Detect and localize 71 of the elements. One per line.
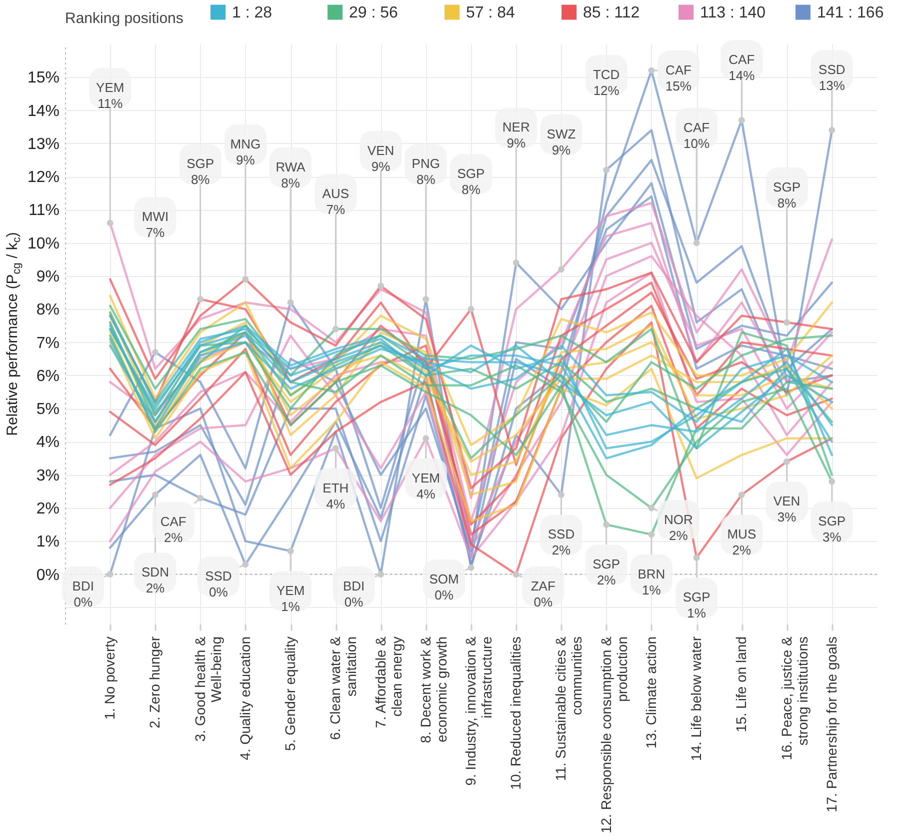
annotation: ZAF 0% [530,578,556,610]
y-tick-label: 9% [36,268,60,286]
x-tick-label: 14. Life below water [688,636,704,762]
annotation: YEM 11% [96,80,124,111]
annotation: SGP 8% [773,179,801,210]
annotation: SSD 2% [548,526,575,558]
annotation: SGP 1% [682,590,710,621]
y-tick-label: 15% [27,70,60,87]
annotation: SGP 2% [592,556,620,588]
legend-title: Ranking positions [65,10,184,27]
x-tick-label: 6. Clean water & sanitation [327,636,360,740]
y-tick-label: 8% [36,302,60,319]
y-tick-label: 5% [36,401,60,418]
x-tick-label: 17. Partnership for the goals [823,636,840,812]
annotation: MWI 7% [142,209,169,240]
annotation: ETH 4% [322,480,349,512]
y-tick-label: 3% [36,467,60,484]
legend-label: 113 : 140 [700,4,766,22]
legend-label: 141 : 166 [817,4,884,22]
y-tick-label: 1% [36,534,60,551]
x-tick-label: 10. Reduced inequalities [508,636,524,790]
y-axis-title: Relative performance (Pcg / kc) [4,232,23,436]
annotation: MNG 9% [230,136,261,168]
legend-label: 85 : 112 [583,4,640,22]
x-tick-label: 5. Gender equality [282,636,298,751]
annotation: CAF 2% [160,514,186,546]
annotation: SDN 2% [141,564,169,596]
annotation: MUS 2% [727,526,756,558]
annotation: NOR 2% [664,512,693,543]
y-tick-label: 11% [28,202,60,220]
annotation: SOM 0% [429,572,459,603]
annotation: BDI 0% [342,578,365,610]
x-tick-label: 15. Life on land [733,636,750,732]
annotation: CAF 14% [728,52,756,84]
annotation: VEN 9% [367,142,394,174]
x-tick-label: 16. Peace, justice & strong institutions [778,636,810,760]
annotation: SGP 3% [818,513,846,544]
x-tick-label: 4. Quality education [236,636,253,760]
annotation: BRN 1% [638,566,666,598]
x-tick-label: 13. Climate action [642,636,659,749]
y-tick-label: 4% [36,434,60,452]
annotation: PNG 8% [412,156,440,188]
annotation: AUS 7% [322,186,350,218]
y-tick-label: 2% [36,500,60,518]
annotation: SGP 8% [457,166,485,198]
y-tick-label: 0% [36,566,60,584]
y-tick-label: 13% [27,136,60,153]
annotation: SGP 8% [186,156,214,188]
annotation: VEN 3% [773,494,800,525]
annotation: YEM 1% [276,583,305,614]
annotation: TCD 12% [592,66,620,98]
x-tick-label: 1. No poverty [102,636,118,720]
annotation: BDI 0% [72,578,94,610]
x-tick-label: 3. Good health & Well-being [192,636,224,742]
annotation: CAF 15% [665,62,692,94]
y-tick-label: 6% [36,368,60,385]
annotation: SSD 0% [205,568,232,600]
annotation: RWA 8% [276,160,306,191]
y-tick-label: 10% [27,235,60,252]
annotation: SSD 13% [818,62,846,94]
legend-label: 57 : 84 [466,4,516,22]
annotation: CAF 10% [684,120,710,151]
y-tick-label: 7% [36,334,60,352]
x-tick-label: 2. Zero hunger [146,636,163,728]
legend-label: 1 : 28 [232,4,272,22]
legend-label: 29 : 56 [349,4,398,22]
annotation: YEM 4% [412,470,440,502]
y-tick-label: 12% [27,169,60,186]
annotation: SWZ 9% [546,126,576,158]
y-tick-label: 14% [27,102,60,120]
annotation: NER 9% [502,120,530,151]
